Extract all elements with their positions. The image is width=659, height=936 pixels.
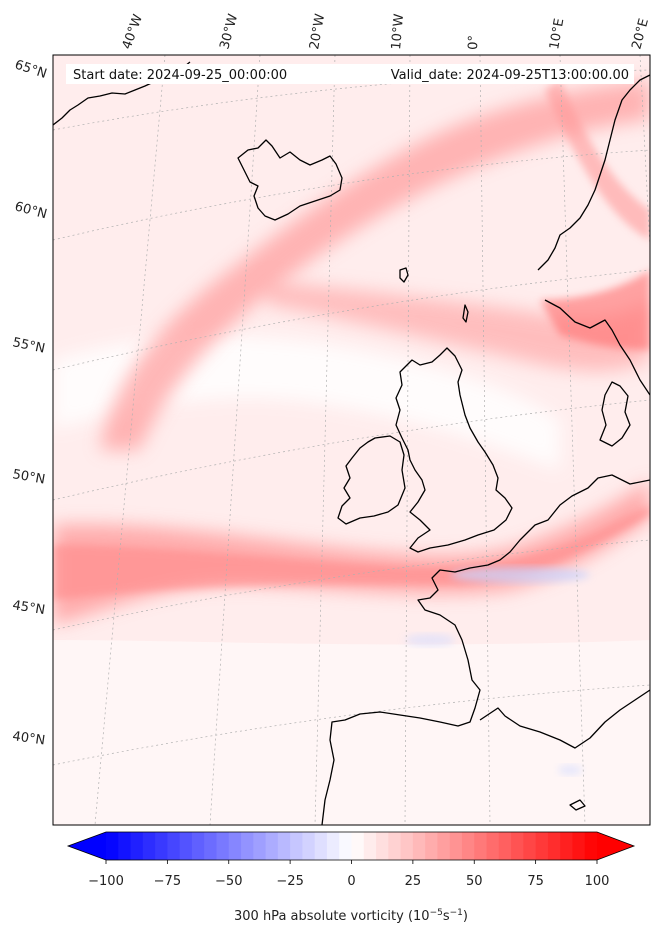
colorbar-segment [376, 832, 389, 860]
colorbar-segment [572, 832, 586, 860]
colorbar-segment [167, 832, 181, 860]
colorbar-tick-label: −50 [215, 874, 242, 889]
colorbar-segment [265, 832, 279, 860]
colorbar-segment [326, 832, 340, 860]
header: Start date: 2024-09-25_00:00:00 Valid_da… [66, 64, 634, 84]
colorbar-segment [388, 832, 402, 860]
colorbar-segment [130, 832, 144, 860]
colorbar-segment [535, 832, 549, 860]
shetland-islands [462, 304, 469, 323]
colorbar-segment [241, 832, 254, 860]
colorbar-tick-label: −75 [154, 874, 181, 889]
colorbar-tick-label: 75 [527, 874, 544, 889]
faroe-islands [399, 267, 409, 283]
colorbar-segment [216, 832, 230, 860]
colorbar-segment [155, 832, 168, 860]
lat-label-50n: 50°N [11, 467, 46, 487]
lon-label-20w: 20°W [307, 13, 328, 51]
colorbar-segment [339, 832, 353, 860]
colorbar: −100 −75 −50 −25 0 25 50 75 100 300 hPa absolute… [66, 831, 636, 924]
colorbar-tick-label: −25 [276, 874, 303, 889]
colorbar-segment [437, 832, 451, 860]
colorbar-segment [400, 832, 414, 860]
coastlines [53, 61, 650, 825]
colorbar-segment [584, 832, 598, 860]
colorbar-segment [179, 832, 193, 860]
colorbar-segment [363, 832, 377, 860]
colorbar-segment [560, 832, 574, 860]
iceland-coast [237, 139, 343, 221]
colorbar-tick-label: 25 [405, 874, 422, 889]
colorbar-segment [523, 832, 537, 860]
colorbar-tick-label: 50 [466, 874, 483, 889]
colorbar-segment [314, 832, 328, 860]
graticule [53, 55, 650, 825]
longitude-labels: 40°W 30°W 20°W 10°W 0° 10°E 20°E [120, 12, 652, 51]
colorbar-tick-label: 0 [347, 874, 355, 889]
colorbar-segment [191, 832, 205, 860]
colorbar-segment [118, 832, 132, 860]
lat-label-45n: 45°N [11, 598, 46, 618]
colorbar-segment [228, 832, 242, 860]
lat-label-65n: 65°N [13, 58, 49, 82]
skagerrak-coast [544, 299, 650, 396]
start-date-label: Start date: 2024-09-25_00:00:00 [73, 68, 287, 83]
colorbar-segment [106, 832, 119, 860]
colorbar-segment [486, 832, 500, 860]
ireland-coast [337, 435, 406, 525]
latitude-labels: 65°N 60°N 55°N 50°N 45°N 40°N [11, 58, 48, 749]
lon-label-20e: 20°E [629, 17, 652, 51]
colorbar-segment [290, 832, 304, 860]
lon-label-10w: 10°W [389, 13, 407, 50]
iberia-mediterranean-coast [479, 689, 650, 749]
denmark-coast [599, 381, 631, 447]
lat-label-40n: 40°N [11, 729, 46, 748]
colorbar-segment [511, 832, 524, 860]
header-box [66, 64, 634, 84]
colorbar-segment [253, 832, 267, 860]
colorbar-segment [547, 832, 561, 860]
great-britain-coast [395, 347, 513, 553]
map-panel [52, 54, 651, 826]
colorbar-segment [449, 832, 463, 860]
norway-coast [537, 74, 650, 271]
colorbar-max-extension [597, 832, 634, 860]
colorbar-segment [351, 832, 365, 860]
colorbar-ticks: −100 −75 −50 −25 0 25 50 75 100 [88, 860, 609, 889]
map-frame [52, 54, 651, 826]
colorbar-segment [277, 832, 291, 860]
lon-label-40w: 40°W [120, 12, 146, 51]
colorbar-segment [461, 832, 475, 860]
valid-date-label: Valid_date: 2024-09-25T13:00:00.00 [391, 68, 629, 83]
colorbar-segment [425, 832, 439, 860]
colorbar-segment [498, 832, 512, 860]
colorbar-segments [106, 832, 598, 860]
colorbar-segment [412, 832, 426, 860]
colorbar-segment [204, 832, 218, 860]
lon-label-0: 0° [466, 35, 482, 50]
vorticity-field [53, 55, 650, 825]
lon-label-30w: 30°W [217, 12, 241, 51]
continental-coast [321, 474, 650, 825]
colorbar-segment [142, 832, 156, 860]
colorbar-min-extension [68, 832, 106, 860]
colorbar-tick-label: 100 [585, 874, 610, 889]
lon-label-10e: 10°E [547, 17, 567, 50]
colorbar-tick-label: −100 [88, 874, 124, 889]
colorbar-title: 300 hPa absolute vorticity (10−5s−1) [234, 908, 468, 924]
colorbar-segment [474, 832, 488, 860]
lat-label-60n: 60°N [13, 199, 49, 222]
lat-label-55n: 55°N [11, 335, 46, 356]
balearic-islands [569, 799, 586, 811]
colorbar-segment [302, 832, 316, 860]
